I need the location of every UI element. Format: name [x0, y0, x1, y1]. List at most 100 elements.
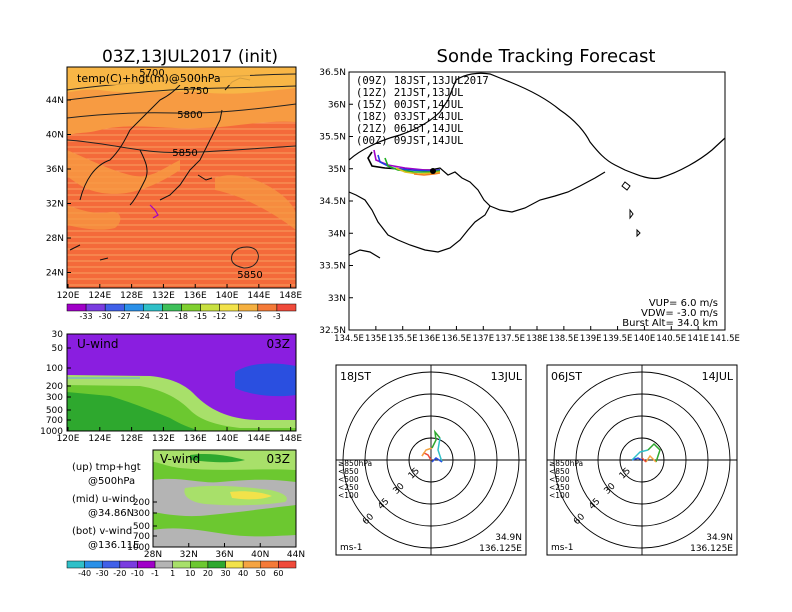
temp-lon-tick: 132E	[152, 291, 175, 301]
hodo-lat: 34.9N	[495, 533, 522, 543]
colorbar-label: -27	[118, 312, 131, 321]
hodo-trace	[421, 447, 433, 457]
temp-lon-tick: 140E	[216, 291, 239, 301]
uwind-lon-tick: 136E	[184, 434, 207, 444]
track-lon-tick: 140E	[634, 334, 656, 344]
vwind-lat-tick: 44N	[287, 550, 305, 560]
temp-lat-tick: 32N	[46, 200, 64, 210]
hodo-time: 18JST	[340, 370, 371, 383]
colorbar-swatch	[119, 560, 138, 569]
colorbar-swatch	[260, 560, 279, 569]
sonde-tracks	[367, 149, 441, 176]
uwind-label: U-wind	[77, 337, 118, 351]
colorbar-swatch	[278, 560, 297, 569]
hodo-trace	[641, 457, 647, 463]
level-label: <100	[338, 491, 359, 500]
legend-entry: (12Z) 21JST,13JUL	[356, 87, 463, 99]
hodo-trace	[645, 454, 657, 463]
colorbar-swatch	[181, 303, 201, 312]
colorbar-label: -20	[113, 569, 126, 578]
note-bot: (bot) v-wind	[72, 526, 132, 537]
tracking-title: Sonde Tracking Forecast	[437, 46, 656, 67]
track-lat-tick: 33.5N	[319, 262, 346, 272]
colorbar-swatch	[242, 560, 262, 569]
param-text: VDW= -3.0 m/s	[641, 308, 718, 319]
hodo-trace	[647, 442, 661, 463]
uwind-p-tick: 500	[46, 406, 63, 416]
note-mid: (mid) u-wind	[72, 494, 135, 505]
uwind-p-tick: 1000	[40, 427, 63, 437]
temp-map-label: temp(C)+hgt(m)@500hPa	[77, 72, 221, 85]
track-lon-tick: 137.5E	[495, 334, 525, 344]
uwind-lon-tick: 148E	[279, 434, 302, 444]
uwind-p-tick: 700	[46, 416, 63, 426]
colorbar-swatch	[276, 303, 297, 312]
track-lat-tick: 36N	[328, 100, 346, 110]
track-lat-tick: 34N	[328, 229, 346, 239]
temp-lon-tick: 144E	[247, 291, 270, 301]
sonde-track	[373, 149, 440, 171]
vwind-lat-ticks: 28N 32N 36N 40N 44N	[144, 543, 305, 560]
track-lon-tick: 139E	[580, 334, 602, 344]
colorbar-swatch	[172, 560, 191, 569]
vwind-lat-tick: 40N	[251, 550, 269, 560]
colorbar-label: 60	[273, 569, 283, 578]
temp-lon-tick: 128E	[120, 291, 143, 301]
temp-lat-tick: 40N	[46, 131, 64, 141]
colorbar-swatch	[101, 560, 121, 569]
track-lat-tick: 35N	[328, 165, 346, 175]
colorbar-swatch	[200, 303, 220, 312]
colorbar-label: -24	[137, 312, 150, 321]
temp-contour-labels: 5700 5750 5800 5850 5850	[139, 68, 262, 281]
colorbar-label: 20	[203, 569, 213, 578]
temp-colorbar: -33 -30 -27 -24 -21 -18 -15 -12 -9 -6 -3	[66, 303, 297, 321]
temp-map-panel: 03Z,13JUL2017 (init) temp(C)+hgt(m)@500h…	[46, 47, 303, 321]
colorbar-swatch	[124, 303, 144, 312]
vwind-p-tick: 500	[133, 522, 150, 532]
uwind-time: 03Z	[267, 337, 291, 351]
contour-label: 5850	[172, 148, 197, 159]
colorbar-swatch	[85, 303, 106, 312]
track-lat-tick: 33N	[328, 294, 346, 304]
colorbar-swatch	[143, 303, 163, 312]
colorbar-label: -30	[96, 569, 109, 578]
uwind-lon-tick: 124E	[88, 434, 111, 444]
temp-lat-ticks: 44N 40N 36N 32N 28N 24N	[46, 96, 71, 279]
colorbar-label: -12	[213, 312, 226, 321]
hodo-trace	[437, 437, 443, 463]
track-lon-tick: 134.5E	[334, 334, 364, 344]
track-lat-tick: 32.5N	[319, 326, 346, 336]
legend-entry: (09Z) 18JST,13JUL2017	[356, 75, 489, 87]
colorbar-label: -21	[156, 312, 169, 321]
note-bot2: @136.11E	[88, 540, 139, 551]
colorbar-label: -33	[80, 312, 93, 321]
level-label: <500	[549, 475, 570, 484]
colorbar-swatch	[66, 560, 85, 569]
hodo-date: 14JUL	[702, 370, 734, 383]
colorbar-label: -9	[235, 312, 243, 321]
note-mid2: @34.86N	[88, 508, 134, 519]
vwind-lat-tick: 36N	[215, 550, 233, 560]
hodo-unit: ms-1	[340, 543, 362, 553]
colorbar-label: -3	[273, 312, 281, 321]
legend-entry: (18Z) 03JST,14JUL	[356, 111, 463, 123]
colorbar-label: 50	[256, 569, 266, 578]
colorbar-label: -18	[175, 312, 188, 321]
level-label: <850	[549, 467, 570, 476]
track-lon-tick: 135E	[365, 334, 387, 344]
level-label: <250	[549, 483, 570, 492]
note-up: (up) tmp+hgt	[72, 462, 141, 473]
uwind-p-tick: 50	[52, 344, 64, 354]
colorbar-swatch	[137, 560, 156, 569]
launch-point	[430, 168, 436, 174]
tracking-lon-ticks: 134.5E 135E 135.5E 136E 136.5E 137E 137.5E 138E…	[334, 326, 740, 344]
level-label: <250	[338, 483, 359, 492]
temp-map-field	[67, 67, 296, 288]
track-lon-tick: 136E	[419, 334, 441, 344]
track-lat-tick: 34.5N	[319, 197, 346, 207]
uwind-lon-tick: 140E	[216, 434, 239, 444]
vwind-p-tick: 300	[133, 509, 150, 519]
